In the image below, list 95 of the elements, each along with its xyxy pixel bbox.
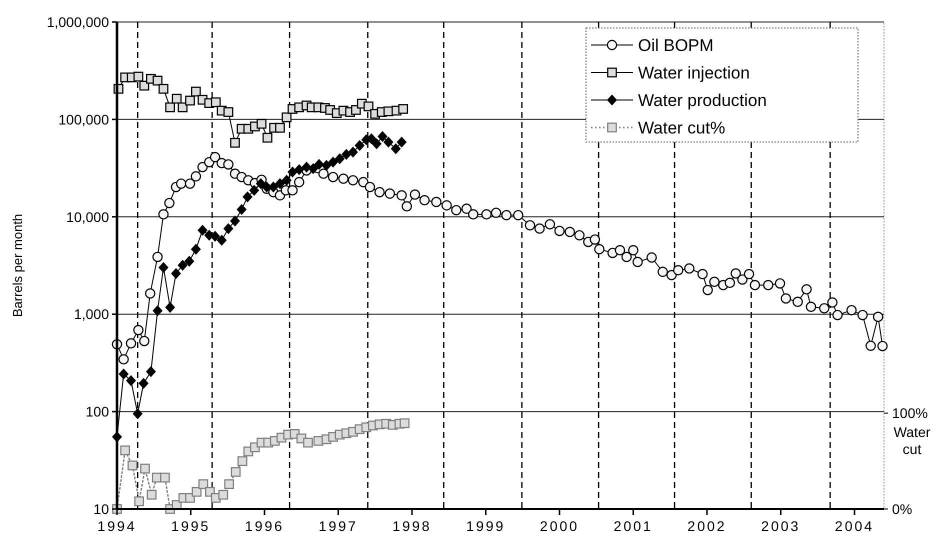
x-tick-label: 1998 xyxy=(392,518,432,534)
point xyxy=(249,184,260,196)
point xyxy=(184,256,194,267)
y-tick-label: 1,000,000 xyxy=(46,14,110,30)
point xyxy=(294,164,304,176)
x-tick-label: 1997 xyxy=(318,518,358,534)
point xyxy=(364,101,374,112)
y2-tick-label: 0% xyxy=(892,501,912,517)
point xyxy=(132,408,143,420)
point xyxy=(282,112,292,122)
point xyxy=(383,136,394,148)
y-tick-label: 10 xyxy=(93,501,110,517)
point xyxy=(165,302,176,313)
point xyxy=(198,479,208,490)
point xyxy=(237,456,248,466)
point xyxy=(178,260,188,271)
point xyxy=(128,460,138,470)
point xyxy=(171,268,181,279)
point xyxy=(120,445,130,456)
point xyxy=(224,479,234,490)
legend-label: Water production xyxy=(638,91,767,110)
x-tick-label: 1996 xyxy=(244,518,284,534)
point xyxy=(274,178,285,190)
point xyxy=(303,438,313,448)
point xyxy=(223,223,234,234)
point xyxy=(354,140,365,151)
point xyxy=(210,97,221,108)
point xyxy=(396,136,407,148)
x-tick-label: 1999 xyxy=(466,518,506,534)
point xyxy=(152,305,163,316)
point xyxy=(158,84,168,94)
point xyxy=(372,138,382,150)
x-tick-label: 2001 xyxy=(614,518,653,534)
point xyxy=(218,490,228,500)
x-tick-label: 2003 xyxy=(761,518,800,534)
legend-label: Oil BOPM xyxy=(638,36,714,55)
point xyxy=(146,366,156,378)
point xyxy=(321,160,332,171)
point xyxy=(140,464,150,474)
point xyxy=(185,96,195,106)
point xyxy=(262,132,272,143)
point xyxy=(146,490,157,500)
point xyxy=(152,76,162,86)
point xyxy=(198,224,208,236)
point xyxy=(308,163,318,174)
point xyxy=(118,368,129,380)
point xyxy=(158,262,168,273)
x-tick-label: 1995 xyxy=(171,518,210,534)
legend-label: Water cut% xyxy=(638,118,726,138)
point xyxy=(334,153,345,164)
legend-label: Water injection xyxy=(638,64,750,82)
point xyxy=(348,146,358,158)
point xyxy=(378,130,388,142)
point xyxy=(230,467,241,477)
y-tick-label: 100,000 xyxy=(58,111,110,128)
point xyxy=(191,86,201,96)
y2-axis-title: Water cut xyxy=(894,424,931,458)
point xyxy=(288,166,298,178)
point xyxy=(210,230,220,242)
point xyxy=(172,94,182,104)
x-tick-label: 2004 xyxy=(834,518,874,534)
point xyxy=(390,143,401,154)
point xyxy=(230,215,240,226)
y-tick-label: 1,000 xyxy=(74,306,110,322)
y-tick-label: 10,000 xyxy=(66,208,110,225)
point xyxy=(236,204,247,215)
point xyxy=(275,122,285,133)
x-tick-label: 1994 xyxy=(97,518,137,534)
point xyxy=(160,472,170,483)
point xyxy=(165,102,175,112)
point xyxy=(223,107,234,117)
y-axis-title: Barrels per month xyxy=(10,214,25,318)
point xyxy=(314,158,324,170)
point xyxy=(134,496,144,506)
point xyxy=(133,72,144,82)
point xyxy=(282,174,292,186)
point xyxy=(230,138,240,148)
point xyxy=(185,493,195,503)
point xyxy=(242,191,253,202)
point xyxy=(400,418,410,428)
point xyxy=(190,244,201,255)
y-tick-label: 100 xyxy=(86,404,110,420)
point xyxy=(178,102,188,112)
x-tick-label: 2000 xyxy=(540,518,580,534)
point xyxy=(341,148,352,160)
point xyxy=(398,104,408,114)
y2-tick-label: 100% xyxy=(892,405,928,422)
point xyxy=(256,118,266,129)
point xyxy=(126,375,136,386)
x-tick-label: 2002 xyxy=(687,518,727,534)
point xyxy=(302,162,312,173)
point xyxy=(256,178,266,190)
point xyxy=(138,378,149,389)
point xyxy=(216,234,227,246)
point xyxy=(328,156,338,168)
